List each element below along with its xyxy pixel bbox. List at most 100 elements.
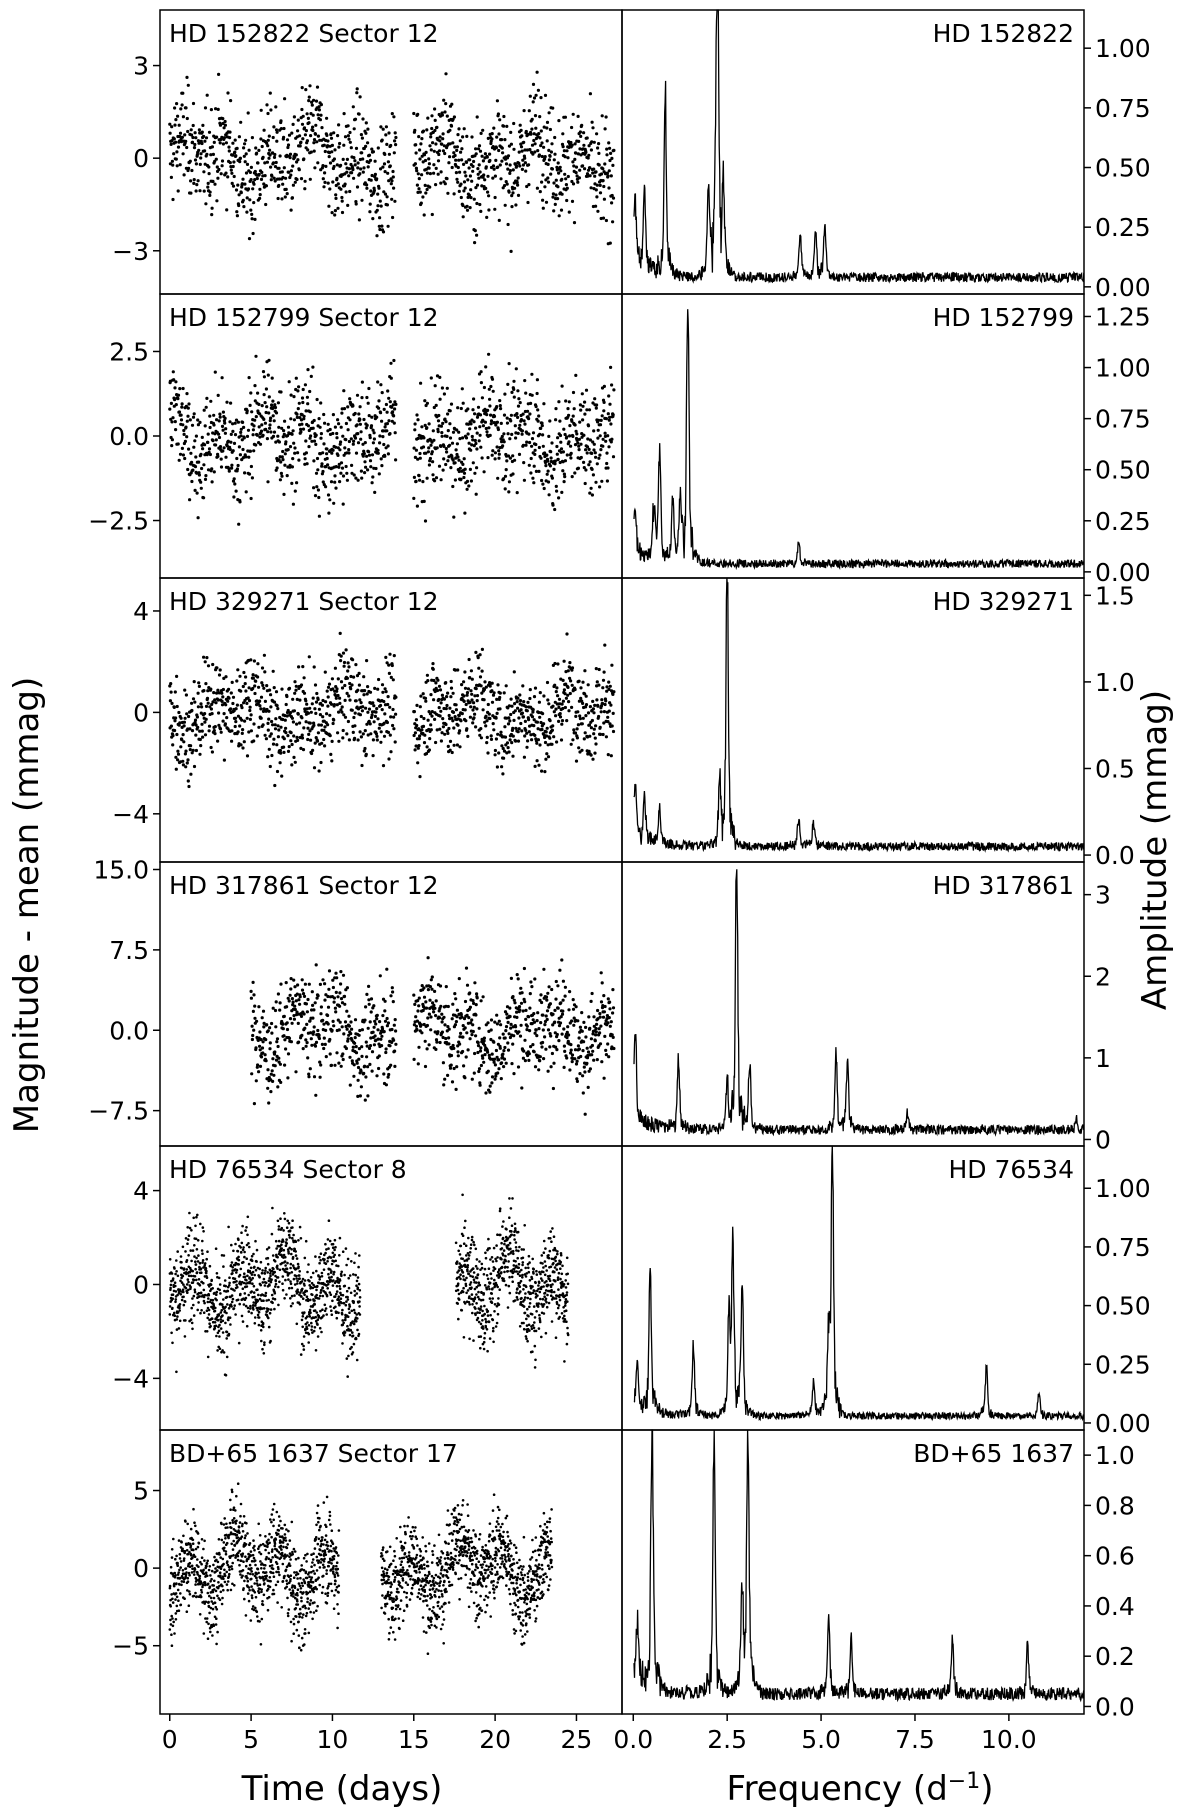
data-point: [393, 431, 397, 435]
data-point: [326, 422, 330, 426]
data-point: [272, 737, 276, 741]
data-point: [479, 370, 483, 374]
data-point: [177, 410, 182, 414]
data-point: [265, 1023, 269, 1027]
data-point: [608, 701, 612, 705]
data-point: [278, 1062, 282, 1066]
data-point: [605, 451, 609, 455]
data-point: [345, 986, 349, 990]
data-point: [334, 196, 338, 200]
panels-group: 30−3HD 152822 Sector 120.000.250.500.751…: [88, 9, 1151, 1721]
data-point: [369, 997, 374, 1001]
data-point: [189, 772, 193, 776]
data-point: [313, 683, 318, 687]
data-point: [319, 436, 323, 440]
data-point: [312, 486, 316, 490]
data-point: [466, 1048, 470, 1052]
data-point: [305, 1010, 309, 1014]
data-point: [267, 709, 271, 713]
data-point: [569, 679, 573, 683]
data-point: [251, 676, 255, 680]
data-point: [350, 463, 354, 467]
data-point: [292, 755, 296, 760]
data-point: [256, 1063, 260, 1067]
data-point: [439, 424, 443, 428]
data-point: [476, 1041, 480, 1045]
data-point: [564, 177, 568, 181]
data-point: [176, 752, 181, 756]
data-point: [431, 429, 435, 433]
data-point: [194, 136, 198, 140]
data-point: [507, 750, 511, 754]
data-point: [204, 682, 208, 686]
data-point: [303, 1026, 307, 1030]
data-point: [541, 444, 545, 448]
data-point: [219, 457, 223, 461]
data-point: [320, 703, 324, 707]
data-point: [378, 974, 382, 978]
data-point: [426, 450, 430, 454]
data-point: [587, 447, 591, 451]
data-point: [385, 410, 389, 414]
data-point: [461, 401, 465, 405]
data-point: [328, 1052, 332, 1056]
data-point: [479, 727, 483, 731]
data-point: [556, 197, 560, 201]
data-point: [214, 157, 218, 161]
data-point: [419, 694, 423, 698]
data-point: [457, 713, 461, 718]
data-point: [495, 1022, 499, 1026]
data-point: [516, 739, 521, 743]
data-point: [438, 984, 443, 988]
data-point: [358, 730, 362, 734]
data-point: [534, 93, 538, 97]
amp-tick-label: 0.0: [1095, 841, 1135, 870]
data-point: [365, 1055, 369, 1059]
data-point: [301, 387, 305, 392]
data-point: [354, 146, 359, 150]
data-point: [598, 183, 602, 187]
data-point: [506, 1048, 511, 1052]
data-point: [342, 660, 347, 665]
data-point: [434, 1047, 438, 1051]
data-point: [464, 1055, 468, 1059]
data-point: [493, 1020, 497, 1024]
data-point: [425, 476, 429, 480]
data-point: [281, 449, 285, 454]
data-point: [438, 397, 442, 401]
data-point: [428, 998, 432, 1002]
data-point: [583, 1112, 587, 1116]
data-point: [188, 748, 192, 752]
data-point: [335, 689, 339, 693]
data-point: [499, 421, 503, 425]
data-point: [562, 1044, 567, 1048]
data-point: [379, 167, 383, 171]
data-point: [357, 112, 361, 116]
data-point: [216, 688, 220, 692]
data-point: [335, 163, 339, 167]
data-point: [462, 694, 466, 698]
data-point: [519, 145, 524, 149]
data-point: [500, 159, 504, 163]
data-point: [553, 462, 557, 466]
data-point: [429, 1015, 433, 1019]
data-point: [430, 126, 434, 131]
data-point: [440, 693, 444, 697]
data-point: [467, 441, 471, 445]
data-point: [481, 159, 485, 163]
data-point: [468, 1037, 472, 1041]
data-point: [193, 718, 198, 722]
data-point: [174, 403, 178, 407]
data-point: [499, 1077, 503, 1081]
data-point: [365, 992, 369, 997]
data-point: [210, 467, 214, 471]
data-point: [463, 1076, 467, 1080]
data-point: [429, 443, 433, 447]
data-point: [538, 691, 542, 695]
data-point: [507, 480, 511, 484]
data-point: [328, 734, 332, 738]
data-point: [239, 434, 243, 438]
data-point: [440, 431, 444, 435]
